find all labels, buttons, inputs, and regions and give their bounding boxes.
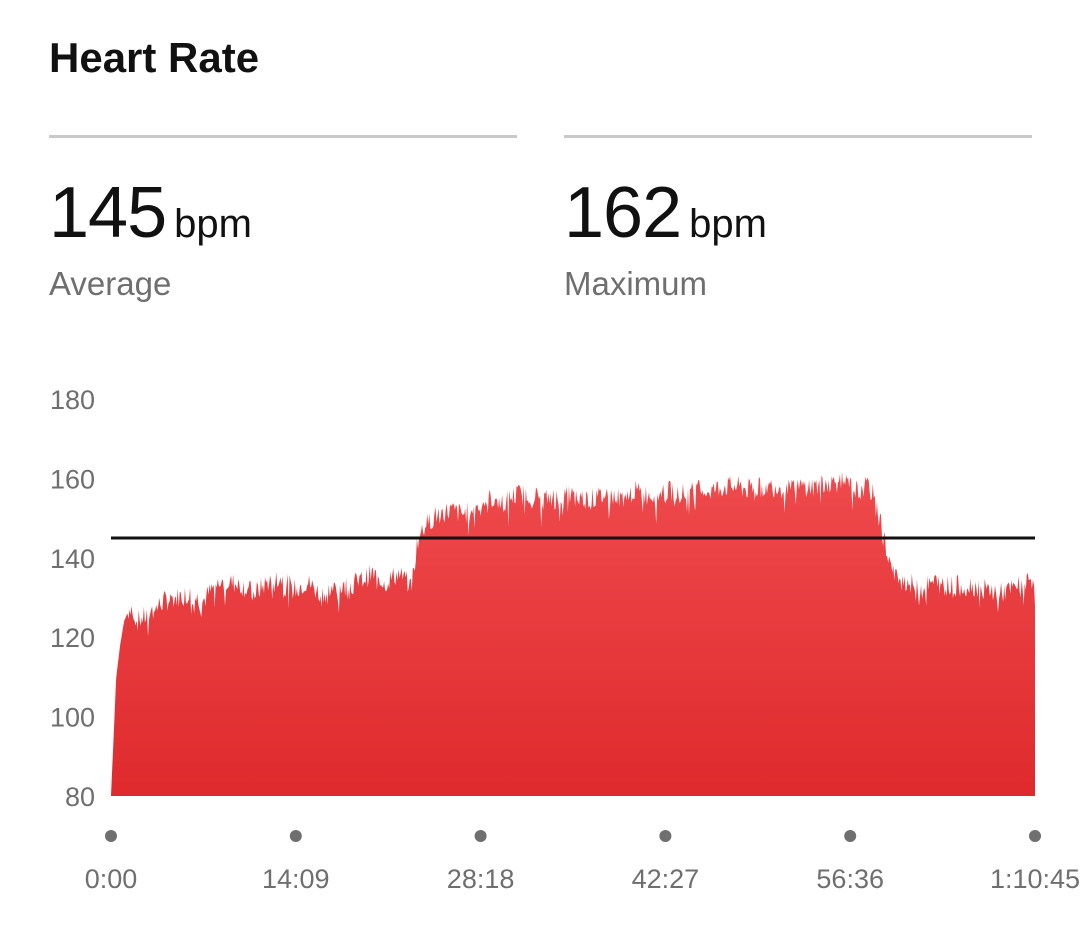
average-label: Average	[49, 265, 172, 302]
y-tick-label: 180	[50, 385, 95, 415]
x-tick-dot	[289, 830, 302, 842]
heart-rate-area	[111, 471, 1035, 796]
x-tick-dot	[474, 830, 487, 842]
x-tick-label: 14:09	[262, 864, 330, 894]
x-tick-dot	[1029, 830, 1041, 842]
y-tick-label: 140	[50, 544, 95, 574]
y-tick-label: 80	[65, 782, 95, 812]
average-unit: bpm	[174, 202, 252, 246]
stat-divider-average	[49, 135, 517, 138]
x-tick-dot	[105, 830, 117, 842]
stat-divider-maximum	[564, 135, 1032, 138]
x-tick-label: 56:36	[816, 864, 884, 894]
average-stat: 145 bpm	[49, 172, 252, 254]
page-title: Heart Rate	[49, 34, 260, 81]
y-tick-label: 120	[50, 623, 95, 653]
x-tick-dot	[844, 830, 857, 842]
maximum-unit: bpm	[689, 202, 767, 246]
maximum-value: 162	[564, 173, 682, 253]
y-tick-label: 100	[50, 703, 95, 733]
y-tick-label: 160	[50, 464, 95, 494]
x-tick-dot	[659, 830, 672, 842]
x-tick-label: 1:10:45	[990, 864, 1080, 894]
maximum-stat: 162 bpm	[564, 172, 767, 254]
x-tick-label: 42:27	[632, 864, 700, 894]
average-value: 145	[49, 173, 167, 253]
x-tick-label: 28:18	[447, 864, 515, 894]
x-tick-label: 0:00	[85, 864, 138, 894]
maximum-label: Maximum	[564, 265, 708, 302]
